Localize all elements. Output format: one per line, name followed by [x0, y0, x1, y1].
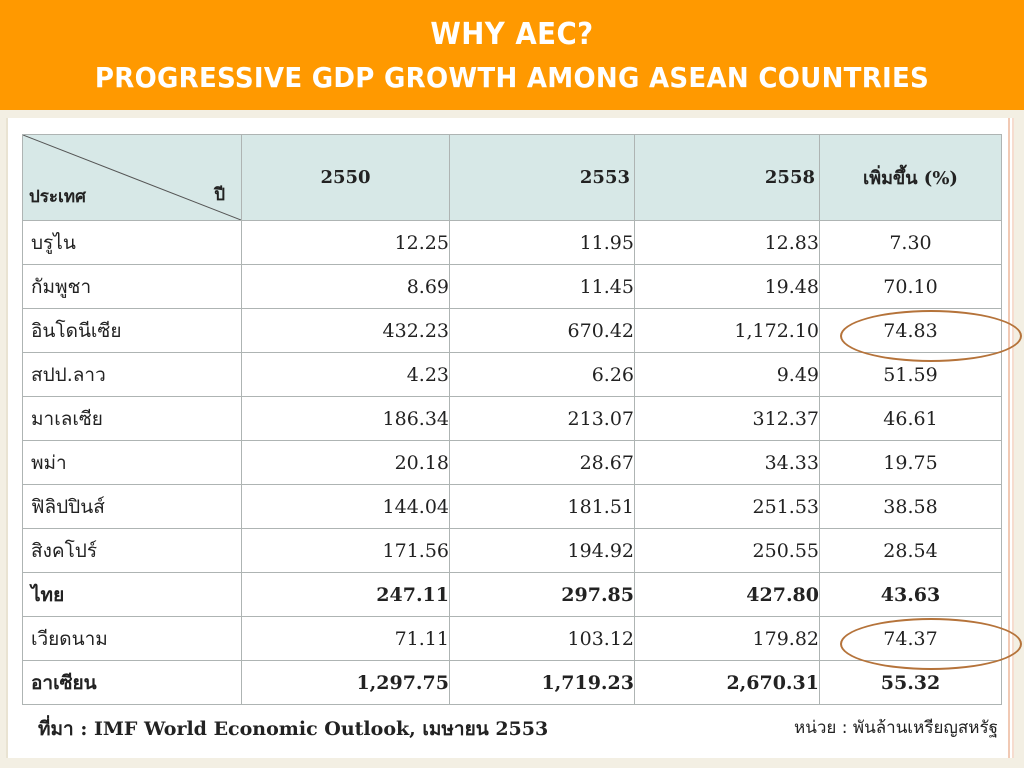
- table-row: เวียดนาม 71.11 103.12 179.82 74.37: [22, 616, 1002, 661]
- value-2550-cell: 20.18: [241, 440, 450, 485]
- header-year-label: ปี: [214, 185, 225, 205]
- table-row-thailand: ไทย 247.11 297.85 427.80 43.63: [22, 572, 1002, 617]
- value-2553-cell: 670.42: [449, 308, 635, 353]
- slide-body: ประเทศ ปี 2550 2553 2558 เพิ่มขึ้น (%) บ…: [0, 110, 1024, 768]
- table-row-asean-total: อาเซียน 1,297.75 1,719.23 2,670.31 55.32: [22, 660, 1002, 705]
- percent-cell: 19.75: [819, 440, 1002, 485]
- percent-cell: 74.83: [819, 308, 1002, 353]
- source-note: ที่มา : IMF World Economic Outlook, เมษา…: [38, 718, 549, 740]
- country-cell: พม่า: [22, 440, 242, 485]
- value-2558-cell: 34.33: [634, 440, 820, 485]
- value-2553-cell: 28.67: [449, 440, 635, 485]
- diagonal-divider: [23, 135, 241, 220]
- table-row: บรูไน 12.25 11.95 12.83 7.30: [22, 220, 1002, 265]
- table-row: มาเลเซีย 186.34 213.07 312.37 46.61: [22, 396, 1002, 441]
- unit-note: หน่วย : พันล้านเหรียญสหรัฐ: [794, 718, 998, 738]
- country-cell: บรูไน: [22, 220, 242, 265]
- header-2558: 2558: [634, 134, 820, 221]
- right-border-line: [1012, 118, 1014, 758]
- right-border-line: [1008, 118, 1010, 758]
- value-2553-cell: 103.12: [449, 616, 635, 661]
- value-2558-cell: 251.53: [634, 484, 820, 529]
- value-2550-cell: 71.11: [241, 616, 450, 661]
- value-2558-cell: 179.82: [634, 616, 820, 661]
- value-2553-cell: 11.45: [449, 264, 635, 309]
- value-2558-cell: 1,172.10: [634, 308, 820, 353]
- country-cell: กัมพูชา: [22, 264, 242, 309]
- table-row: กัมพูชา 8.69 11.45 19.48 70.10: [22, 264, 1002, 309]
- percent-cell: 55.32: [819, 660, 1002, 705]
- percent-cell: 74.37: [819, 616, 1002, 661]
- value-2553-cell: 6.26: [449, 352, 635, 397]
- percent-cell: 70.10: [819, 264, 1002, 309]
- value-2550-cell: 432.23: [241, 308, 450, 353]
- value-2558-cell: 9.49: [634, 352, 820, 397]
- value-2558-cell: 312.37: [634, 396, 820, 441]
- value-2558-cell: 2,670.31: [634, 660, 820, 705]
- value-2550-cell: 171.56: [241, 528, 450, 573]
- country-cell: ฟิลิปปินส์: [22, 484, 242, 529]
- percent-cell: 7.30: [819, 220, 1002, 265]
- country-cell: เวียดนาม: [22, 616, 242, 661]
- value-2550-cell: 247.11: [241, 572, 450, 617]
- table-header-row: ประเทศ ปี 2550 2553 2558 เพิ่มขึ้น (%): [22, 134, 1002, 221]
- value-2550-cell: 1,297.75: [241, 660, 450, 705]
- value-2550-cell: 144.04: [241, 484, 450, 529]
- percent-cell: 46.61: [819, 396, 1002, 441]
- slide-subtitle: PROGRESSIVE GDP GROWTH AMONG ASEAN COUNT…: [94, 61, 930, 94]
- table-row: พม่า 20.18 28.67 34.33 19.75: [22, 440, 1002, 485]
- value-2558-cell: 12.83: [634, 220, 820, 265]
- value-2550-cell: 12.25: [241, 220, 450, 265]
- country-cell: ไทย: [22, 572, 242, 617]
- header-2550: 2550: [241, 134, 450, 221]
- country-cell: สิงคโปร์: [22, 528, 242, 573]
- value-2558-cell: 19.48: [634, 264, 820, 309]
- table-image: ประเทศ ปี 2550 2553 2558 เพิ่มขึ้น (%) บ…: [6, 118, 1022, 758]
- table-row: สปป.ลาว 4.23 6.26 9.49 51.59: [22, 352, 1002, 397]
- value-2553-cell: 297.85: [449, 572, 635, 617]
- value-2553-cell: 11.95: [449, 220, 635, 265]
- value-2550-cell: 8.69: [241, 264, 450, 309]
- percent-cell: 51.59: [819, 352, 1002, 397]
- country-cell: สปป.ลาว: [22, 352, 242, 397]
- percent-cell: 28.54: [819, 528, 1002, 573]
- percent-cell: 38.58: [819, 484, 1002, 529]
- country-cell: อินโดนีเซีย: [22, 308, 242, 353]
- percent-cell: 43.63: [819, 572, 1002, 617]
- value-2553-cell: 213.07: [449, 396, 635, 441]
- header-2553: 2553: [449, 134, 635, 221]
- value-2550-cell: 186.34: [241, 396, 450, 441]
- value-2553-cell: 181.51: [449, 484, 635, 529]
- country-cell: มาเลเซีย: [22, 396, 242, 441]
- value-2553-cell: 1,719.23: [449, 660, 635, 705]
- value-2558-cell: 250.55: [634, 528, 820, 573]
- country-cell: อาเซียน: [22, 660, 242, 705]
- gdp-table: ประเทศ ปี 2550 2553 2558 เพิ่มขึ้น (%) บ…: [22, 134, 1002, 705]
- value-2553-cell: 194.92: [449, 528, 635, 573]
- table-row: ฟิลิปปินส์ 144.04 181.51 251.53 38.58: [22, 484, 1002, 529]
- header-country-label: ประเทศ: [29, 187, 86, 207]
- table-row: สิงคโปร์ 171.56 194.92 250.55 28.54: [22, 528, 1002, 573]
- header-increase-percent: เพิ่มขึ้น (%): [819, 134, 1002, 221]
- value-2550-cell: 4.23: [241, 352, 450, 397]
- slide-header: WHY AEC? PROGRESSIVE GDP GROWTH AMONG AS…: [0, 0, 1024, 110]
- table-row: อินโดนีเซีย 432.23 670.42 1,172.10 74.83: [22, 308, 1002, 353]
- value-2558-cell: 427.80: [634, 572, 820, 617]
- slide-title: WHY AEC?: [430, 17, 594, 52]
- header-corner-cell: ประเทศ ปี: [22, 134, 242, 221]
